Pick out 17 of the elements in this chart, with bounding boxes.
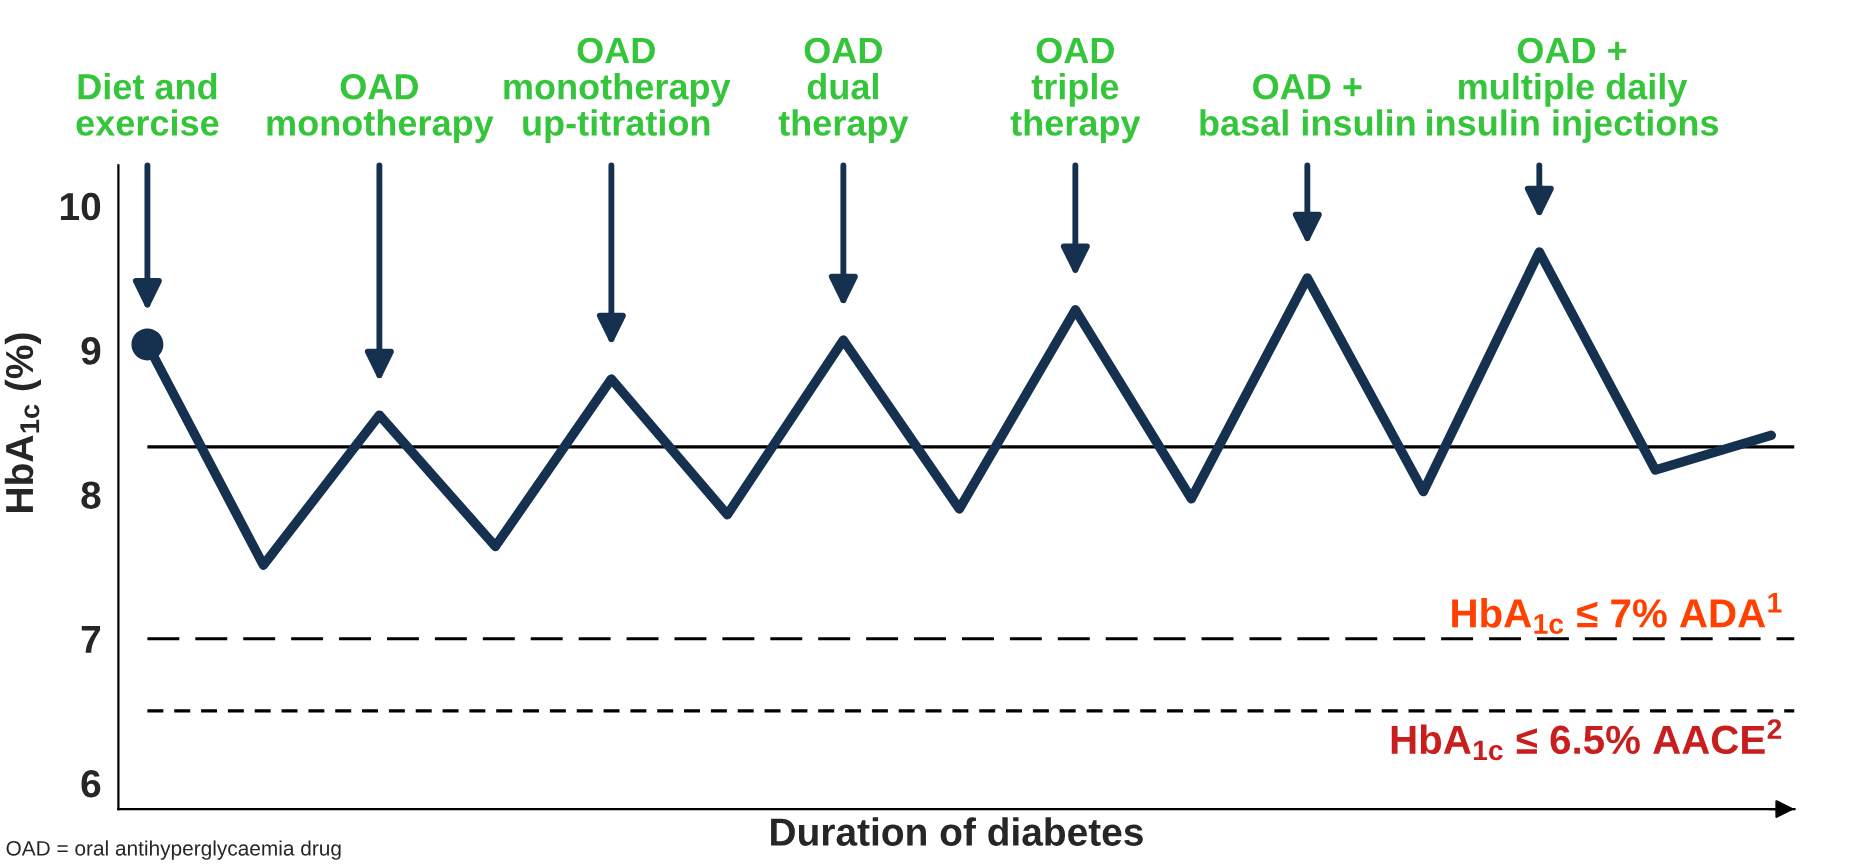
y-tick-label: 8 [81,481,101,509]
x-axis-title: Duration of diabetes [771,817,1143,846]
text: OAD + basal insulin [1200,73,1415,136]
text: OAD monotherapy [267,73,494,143]
ref-line-label: HbA$_{1c}$ ≤ 7% ADA$^{1}$ [1452,593,1782,634]
text: OAD = oral antihyperglycaemia drug [6,840,341,860]
y-axis-title: HbA$_{1c}$ (%) [4,333,41,512]
text: OAD + multiple daily insulin injections [1427,37,1719,143]
text: OAD triple therapy [1010,37,1141,143]
y-tick-label: 10 [60,192,101,221]
text: OAD monotherapy up-titration [504,37,731,143]
y-tick-label: 9 [81,337,101,365]
ref-line-label: HbA$_{1c}$ ≤ 6.5% AACE$^{2}$ [1391,719,1782,761]
text: Diet and exercise [76,73,219,136]
y-tick-label: 6 [81,770,101,798]
y-tick-label: 7 [81,626,101,653]
text: OAD dual therapy [778,37,909,143]
